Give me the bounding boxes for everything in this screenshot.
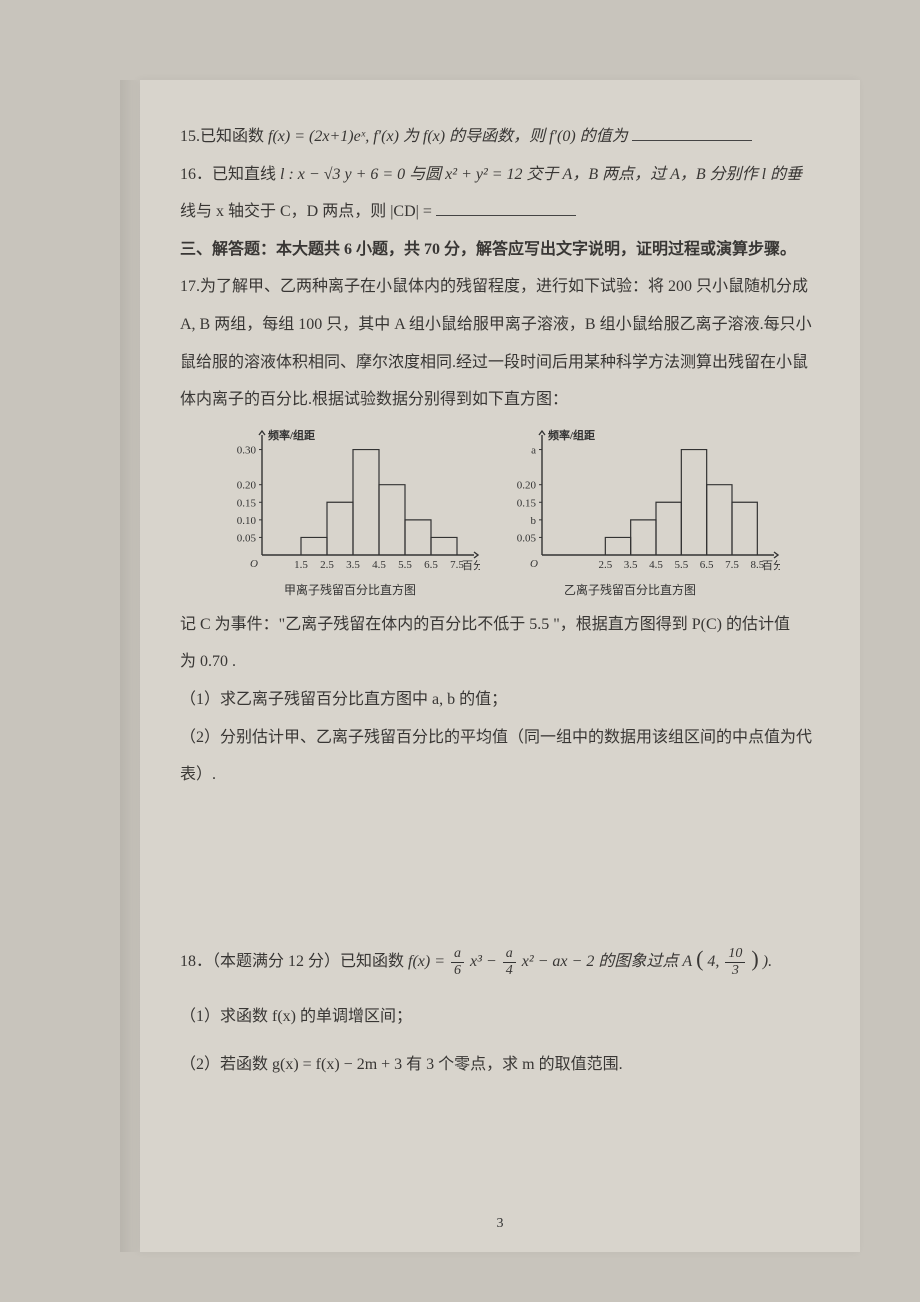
q17-s2: （2）分别估计甲、乙离子残留百分比的平均值（同一组中的数据用该组区间的中点值为代 — [180, 721, 830, 755]
q18-frac1-d: 6 — [451, 963, 464, 978]
svg-text:百分比: 百分比 — [762, 559, 780, 572]
q18-rparen: ) — [751, 946, 758, 971]
page-number: 3 — [497, 1216, 504, 1232]
q15-blank — [632, 125, 752, 141]
svg-text:4.5: 4.5 — [372, 559, 386, 571]
q18-prefix: 18．（本题满分 12 分）已知函数 — [180, 953, 408, 970]
svg-text:a: a — [531, 444, 536, 456]
svg-text:O: O — [250, 558, 258, 570]
q18-frac3: 103 — [723, 946, 747, 978]
svg-text:1.5: 1.5 — [294, 559, 308, 571]
svg-text:0.30: 0.30 — [237, 444, 257, 456]
q15-expr: f(x) = (2x+1)eˣ, f′(x) 为 f(x) 的导函数，则 f′(… — [268, 128, 628, 145]
svg-text:5.5: 5.5 — [674, 559, 688, 571]
svg-text:3.5: 3.5 — [346, 559, 360, 571]
q18-lparen: ( — [696, 946, 703, 971]
svg-text:6.5: 6.5 — [700, 559, 714, 571]
q16-line2: 线与 x 轴交于 C，D 两点，则 |CD| = — [180, 195, 830, 229]
q17-p2: A, B 两组，每组 100 只，其中 A 组小鼠给服甲离子溶液，B 组小鼠给服… — [180, 308, 830, 342]
svg-text:2.5: 2.5 — [598, 559, 612, 571]
svg-text:频率/组距: 频率/组距 — [268, 428, 315, 442]
q18-m2: x³ − — [470, 953, 501, 970]
q18-m4: 4, — [707, 953, 723, 970]
svg-text:3.5: 3.5 — [624, 559, 638, 571]
q18-s1: （1）求函数 f(x) 的单调增区间； — [180, 1000, 830, 1034]
svg-text:7.5: 7.5 — [725, 559, 739, 571]
svg-text:0.20: 0.20 — [237, 479, 257, 491]
svg-text:0.10: 0.10 — [237, 515, 257, 527]
q15: 15.已知函数 f(x) = (2x+1)eˣ, f′(x) 为 f(x) 的导… — [180, 120, 830, 154]
q17-s3: 表）. — [180, 758, 830, 792]
svg-text:O: O — [530, 558, 538, 570]
charts-row: 频率/组距百分比 O 0.05 0.10 0.15 0.20 0.30 1.5 2.5 3.5 4.… — [220, 427, 830, 598]
chart1-title: 甲离子残留百分比直方图 — [220, 581, 480, 598]
svg-text:6.5: 6.5 — [424, 559, 438, 571]
q17-p1: 17.为了解甲、乙两种离子在小鼠体内的残留程度，进行如下试验：将 200 只小鼠… — [180, 270, 830, 304]
svg-text:8.5: 8.5 — [750, 559, 764, 571]
q17-after2: 为 0.70 . — [180, 645, 830, 679]
svg-text:0.15: 0.15 — [517, 497, 537, 509]
q17-after1-text: 记 C 为事件："乙离子残留在体内的百分比不低于 5.5 "，根据直方图得到 P… — [180, 616, 790, 633]
svg-text:4.5: 4.5 — [649, 559, 663, 571]
q18-m5: ). — [763, 953, 772, 970]
q16-expr2: 线与 x 轴交于 C，D 两点，则 |CD| = — [180, 203, 432, 220]
q18-frac2-n: a — [503, 946, 516, 962]
q18-line: 18．（本题满分 12 分）已知函数 f(x) = a6 x³ − a4 x² … — [180, 936, 830, 982]
svg-text:0.20: 0.20 — [517, 479, 537, 491]
svg-text:b: b — [531, 515, 537, 527]
svg-text:频率/组距: 频率/组距 — [548, 428, 595, 442]
svg-text:0.15: 0.15 — [237, 497, 257, 509]
q16-pre: 16．已知直线 — [180, 166, 280, 183]
svg-text:2.5: 2.5 — [320, 559, 334, 571]
q16-line1: 16．已知直线 l : x − √3 y + 6 = 0 与圆 x² + y² … — [180, 158, 830, 192]
chart2-svg: 频率/组距百分比 O 0.05 b 0.15 0.20 a 2.5 3.5 4.5 5.5 6.5 7.… — [500, 427, 780, 577]
q16-blank — [436, 200, 576, 216]
section3-header: 三、解答题：本大题共 6 小题，共 70 分，解答应写出文字说明，证明过程或演算… — [180, 233, 830, 267]
q17-p3: 鼠给服的溶液体积相同、摩尔浓度相同.经过一段时间后用某种科学方法测算出残留在小鼠 — [180, 346, 830, 380]
q18-frac2: a4 — [501, 946, 518, 978]
q18-frac3-d: 3 — [725, 963, 745, 978]
q18-f: f(x) = — [408, 953, 449, 970]
q18-frac2-d: 4 — [503, 963, 516, 978]
svg-text:0.05: 0.05 — [237, 532, 257, 544]
svg-text:5.5: 5.5 — [398, 559, 412, 571]
q18-frac1: a6 — [449, 946, 466, 978]
q17-p4: 体内离子的百分比.根据试验数据分别得到如下直方图： — [180, 383, 830, 417]
q18-s2: （2）若函数 g(x) = f(x) − 2m + 3 有 3 个零点，求 m … — [180, 1048, 830, 1082]
chart1: 频率/组距百分比 O 0.05 0.10 0.15 0.20 0.30 1.5 2.5 3.5 4.… — [220, 427, 480, 598]
q17-after1: 记 C 为事件："乙离子残留在体内的百分比不低于 5.5 "，根据直方图得到 P… — [180, 608, 830, 642]
svg-text:百分比: 百分比 — [462, 559, 480, 572]
q17-s1: （1）求乙离子残留百分比直方图中 a, b 的值； — [180, 683, 830, 717]
q18-m3: x² − ax − 2 的图象过点 A — [522, 953, 692, 970]
chart1-svg: 频率/组距百分比 O 0.05 0.10 0.15 0.20 0.30 1.5 2.5 3.5 4.… — [220, 427, 480, 577]
q18-frac3-n: 10 — [725, 946, 745, 962]
svg-text:0.05: 0.05 — [517, 532, 537, 544]
page-content: 15.已知函数 f(x) = (2x+1)eˣ, f′(x) 为 f(x) 的导… — [140, 80, 860, 1252]
chart2: 频率/组距百分比O0.05b0.150.20a2.53.54.55.56.57.… — [500, 427, 760, 598]
q15-prefix: 15.已知函数 — [180, 128, 268, 145]
q18-frac1-n: a — [451, 946, 464, 962]
svg-text:7.5: 7.5 — [450, 559, 464, 571]
q16-expr1: l : x − √3 y + 6 = 0 与圆 x² + y² = 12 交于 … — [280, 166, 802, 183]
chart2-title: 乙离子残留百分比直方图 — [500, 581, 760, 598]
